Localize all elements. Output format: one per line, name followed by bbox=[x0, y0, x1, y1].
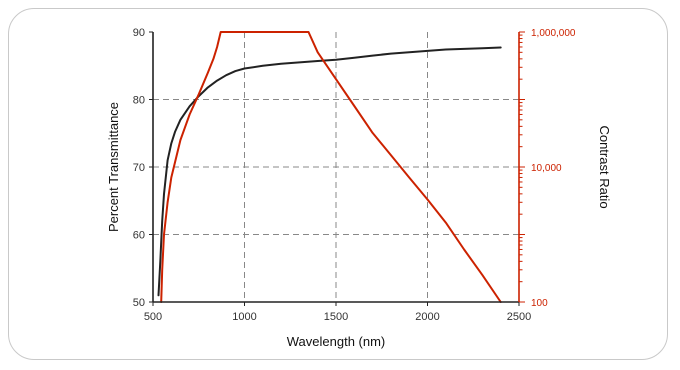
x-axis-title: Wavelength (nm) bbox=[287, 334, 386, 349]
y-right-tick-label-0: 100 bbox=[531, 298, 548, 309]
y-left-tick-label-0: 50 bbox=[133, 297, 145, 309]
x-tick-label-4: 2500 bbox=[507, 311, 531, 323]
x-tick-label-0: 500 bbox=[144, 311, 162, 323]
x-tick-label-1: 1000 bbox=[232, 311, 256, 323]
axis-ticks: 500 1000 1500 2000 2500 50 60 70 80 90 100 10,000 1,… bbox=[133, 27, 576, 323]
y-left-tick-label-3: 80 bbox=[133, 95, 145, 107]
x-tick-label-2: 1500 bbox=[324, 311, 348, 323]
y-axis-left-title: Percent Transmittance bbox=[106, 102, 121, 232]
transmittance-line bbox=[157, 46, 502, 297]
x-tick-label-3: 2000 bbox=[415, 311, 439, 323]
y-left-tick-label-4: 90 bbox=[133, 27, 145, 39]
y-right-tick-label-1: 10,000 bbox=[531, 163, 562, 174]
contrast-ratio-line bbox=[160, 31, 502, 303]
y-left-tick-label-2: 70 bbox=[133, 162, 145, 174]
y-right-tick-label-2: 1,000,000 bbox=[531, 28, 576, 39]
y-left-tick-label-1: 60 bbox=[133, 230, 145, 242]
data-series bbox=[157, 31, 502, 303]
y-axis-right-title: Contrast Ratio bbox=[597, 125, 612, 208]
grid-lines bbox=[153, 32, 519, 302]
